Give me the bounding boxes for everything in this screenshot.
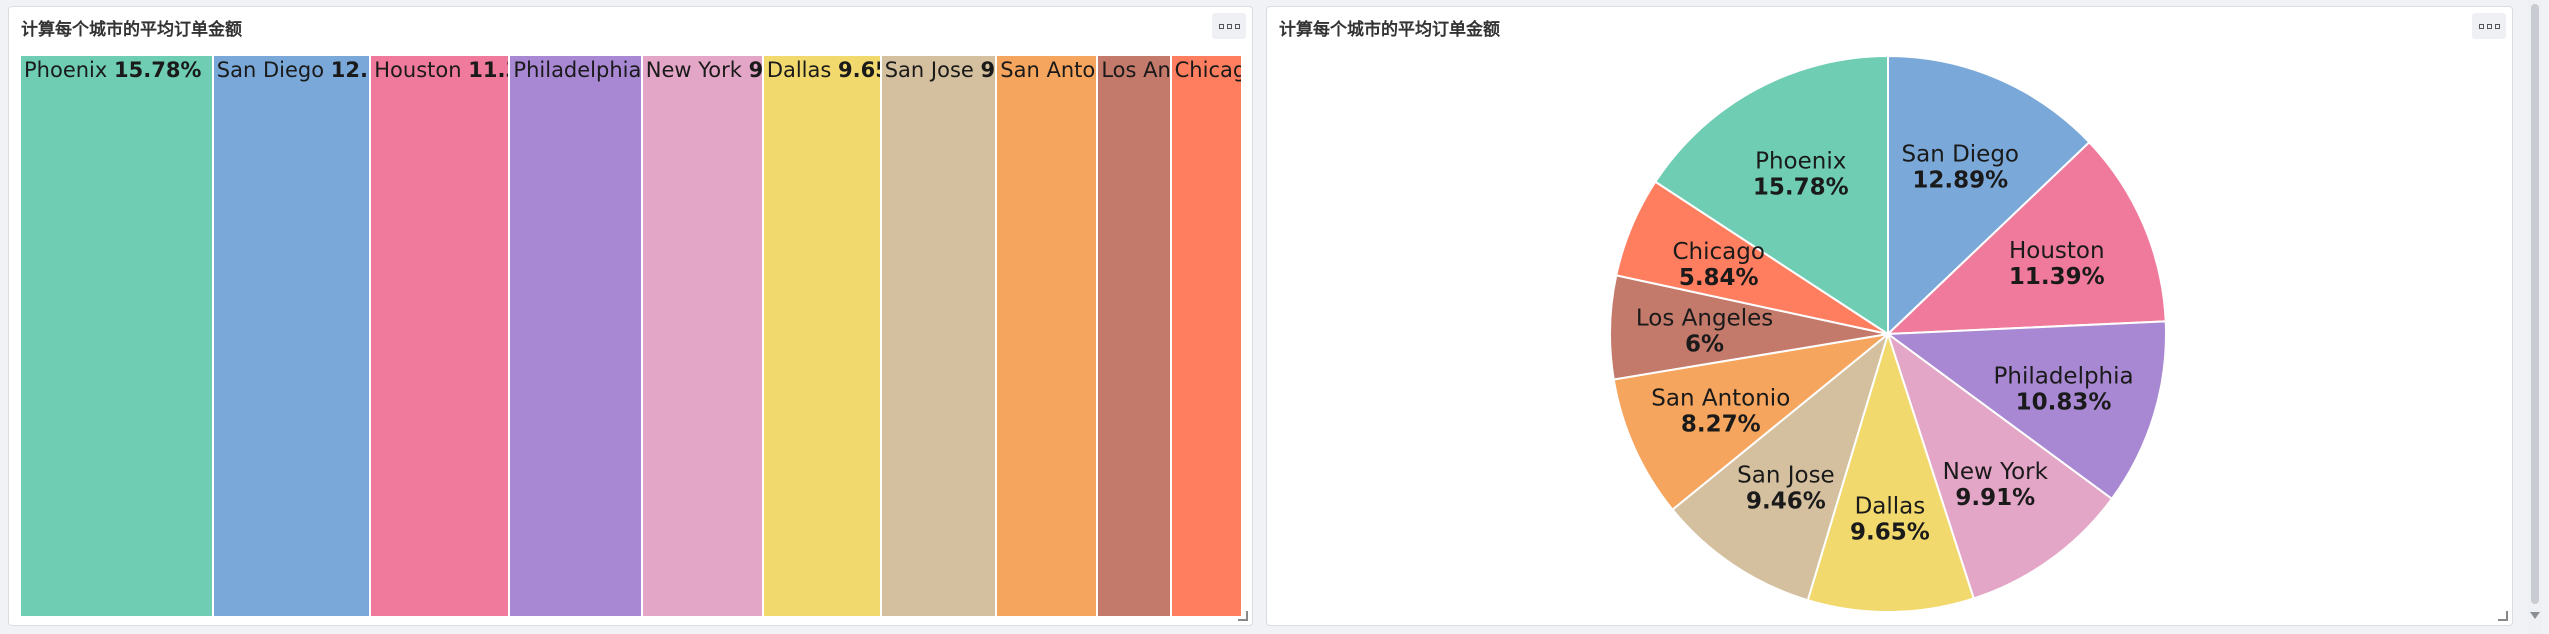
- scrollbar-thumb[interactable]: [2531, 4, 2539, 604]
- pie-slice-value: 10.83%: [2016, 389, 2112, 415]
- treemap-tile[interactable]: San Diego 12.89%: [213, 56, 372, 616]
- treemap-tile-name: Houston: [374, 58, 469, 82]
- pie-slice-name: Dallas: [1855, 493, 1926, 519]
- pie-slice-name: Houston: [2009, 238, 2105, 264]
- treemap-tile[interactable]: San Antonio 8.27%: [997, 56, 1099, 616]
- treemap-tile-value: 9.65%: [838, 58, 880, 82]
- pie-slice[interactable]: [1654, 54, 1889, 336]
- treemap-tile-name: Los Angeles: [1101, 58, 1171, 82]
- panel-title: 计算每个城市的平均订单金额: [21, 20, 242, 40]
- treemap-tile[interactable]: Phoenix 15.78%: [21, 56, 214, 616]
- pie-slice-name: New York: [1943, 459, 2049, 485]
- pie-slice[interactable]: [1806, 330, 1975, 613]
- resize-handle-icon[interactable]: [2498, 611, 2508, 621]
- treemap-tile-name: Phoenix: [24, 58, 114, 82]
- treemap-tile-value: 9.46%: [980, 58, 996, 82]
- pie-slice-name: Phoenix: [1755, 149, 1846, 175]
- treemap-tile-name: Chicago: [1174, 58, 1241, 82]
- treemap-tile[interactable]: San Jose 9.46%: [881, 56, 998, 616]
- treemap-tile[interactable]: Dallas 9.65%: [763, 56, 882, 616]
- treemap-tile-value: 12.89%: [330, 58, 369, 82]
- treemap-tile[interactable]: Philadelphia 10.83%: [510, 56, 643, 616]
- treemap-panel: 计算每个城市的平均订单金额 Phoenix 15.78% San Diego 12…: [8, 6, 1253, 626]
- pie-slice-name: Los Angeles: [1636, 306, 1773, 332]
- pie-slice-value: 8.27%: [1681, 411, 1761, 437]
- pie-slice-value: 11.39%: [2009, 264, 2105, 290]
- treemap-tile[interactable]: Los Angeles 6%: [1098, 56, 1172, 616]
- pie-slice[interactable]: [1887, 54, 2091, 337]
- treemap-tile-name: New York: [645, 58, 749, 82]
- resize-handle-icon[interactable]: [1238, 611, 1248, 621]
- treemap-tile-name: San Jose: [884, 58, 981, 82]
- treemap-tile-value: 11.39%: [468, 58, 508, 82]
- pie-slice-value: 12.89%: [1912, 167, 2008, 193]
- pie-slice-value: 15.78%: [1753, 175, 1849, 201]
- pie-slice-value: 6%: [1685, 332, 1724, 358]
- treemap-tile[interactable]: Houston 11.39%: [371, 56, 511, 616]
- pie-slice[interactable]: [1885, 320, 2167, 501]
- treemap-tile-value: 15.78%: [114, 58, 202, 82]
- pie-slice[interactable]: [1671, 331, 1890, 602]
- treemap-tile-name: San Antonio: [1000, 58, 1096, 82]
- pie-slice[interactable]: [1612, 332, 1892, 512]
- more-menu-button[interactable]: [2472, 13, 2506, 39]
- more-dots-icon: [2478, 23, 2500, 29]
- panel-title: 计算每个城市的平均订单金额: [1279, 20, 1500, 40]
- scroll-down-arrow-icon[interactable]: [2530, 612, 2540, 619]
- pie-slice-name: San Antonio: [1651, 385, 1790, 411]
- pie-slice-value: 9.46%: [1746, 488, 1826, 514]
- more-menu-button[interactable]: [1212, 13, 1246, 39]
- pie-slice-name: San Jose: [1737, 462, 1835, 488]
- pie-slice-name: Chicago: [1672, 239, 1764, 265]
- treemap-tile-value: 9.91%: [748, 58, 764, 82]
- pie-panel: 计算每个城市的平均订单金额 San Diego 12.89% Houston 11.3…: [1266, 6, 2513, 626]
- treemap-tile-name: San Diego: [216, 58, 331, 82]
- pie-slice-value: 9.91%: [1955, 485, 2035, 511]
- treemap-chart: Phoenix 15.78%San Diego 12.89%Houston 11…: [21, 56, 1243, 616]
- treemap-tile-name: Dallas: [766, 58, 839, 82]
- pie-slice[interactable]: [1885, 140, 2167, 336]
- pie-slice-value: 9.65%: [1850, 519, 1930, 545]
- treemap-tile-name: Philadelphia: [513, 58, 643, 82]
- treemap-tile[interactable]: Chicago 5.84%: [1171, 56, 1243, 616]
- more-dots-icon: [1218, 23, 1240, 29]
- pie-slice-value: 5.84%: [1679, 265, 1759, 291]
- treemap-tile[interactable]: New York 9.91%: [642, 56, 764, 616]
- pie-slice-name: Philadelphia: [1994, 363, 2134, 389]
- pie-slice-name: San Diego: [1902, 141, 2020, 167]
- pie-slice[interactable]: [1886, 331, 2114, 600]
